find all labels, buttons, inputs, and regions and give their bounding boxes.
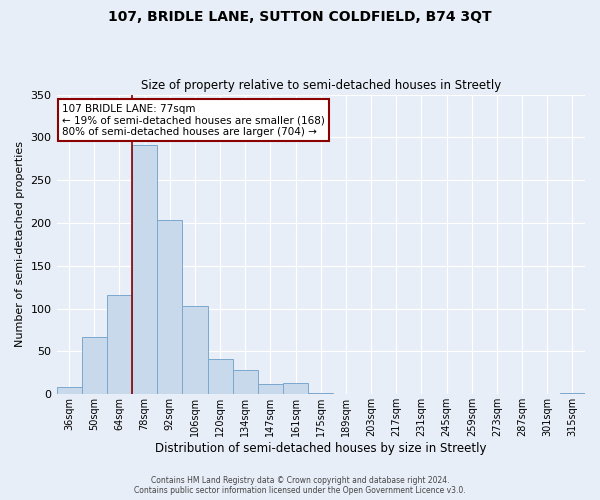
Text: 107, BRIDLE LANE, SUTTON COLDFIELD, B74 3QT: 107, BRIDLE LANE, SUTTON COLDFIELD, B74 … (108, 10, 492, 24)
Bar (258, 384, 283, 394)
Bar (107, 295, 132, 394)
Title: Size of property relative to semi-detached houses in Streetly: Size of property relative to semi-detach… (140, 79, 501, 92)
Y-axis label: Number of semi-detached properties: Number of semi-detached properties (15, 142, 25, 348)
Bar (157, 220, 182, 394)
Bar (82, 337, 107, 394)
Bar (182, 306, 208, 394)
Bar (283, 383, 308, 394)
Bar (132, 145, 157, 394)
Text: Contains HM Land Registry data © Crown copyright and database right 2024.
Contai: Contains HM Land Registry data © Crown c… (134, 476, 466, 495)
Bar (208, 359, 233, 394)
Bar (233, 370, 258, 394)
Bar (56, 388, 82, 394)
X-axis label: Distribution of semi-detached houses by size in Streetly: Distribution of semi-detached houses by … (155, 442, 487, 455)
Text: 107 BRIDLE LANE: 77sqm
← 19% of semi-detached houses are smaller (168)
80% of se: 107 BRIDLE LANE: 77sqm ← 19% of semi-det… (62, 104, 325, 136)
